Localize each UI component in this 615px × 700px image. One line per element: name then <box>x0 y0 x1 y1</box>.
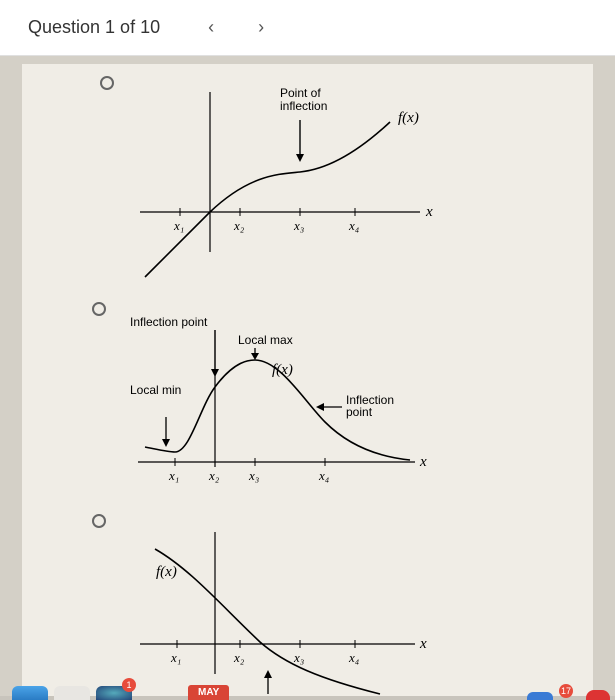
g2-localmax: Local max <box>238 333 293 347</box>
g2-fx: f(x) <box>272 362 293 378</box>
dock-badge-1: 1 <box>122 678 136 692</box>
g2-tick-x4: x₄ <box>318 468 330 483</box>
next-button[interactable]: › <box>250 13 272 42</box>
dock-badge-17: 17 <box>559 684 573 698</box>
g2-infl-top: Inflection point <box>130 315 208 329</box>
option-2-radio[interactable] <box>92 302 106 316</box>
g2-tick-x1: x₁ <box>168 468 179 483</box>
dock-finder-icon[interactable] <box>12 686 48 700</box>
g3-tick-x3: x₃ <box>293 650 304 665</box>
question-title: Question 1 of 10 <box>28 17 160 38</box>
g1-tick-x1: x₁ <box>173 218 184 233</box>
option-1-radio[interactable] <box>100 76 114 90</box>
g2-localmin: Local min <box>130 383 181 397</box>
g1-fx: f(x) <box>398 110 419 126</box>
g2-tick-x3: x₃ <box>248 468 259 483</box>
g2-tick-x2: x₂ <box>208 468 220 483</box>
g3-tick-x1: x₁ <box>170 650 181 665</box>
option-3-radio[interactable] <box>92 514 106 528</box>
g1-poi-l2: inflection <box>280 99 327 113</box>
dock-launchpad-icon[interactable] <box>54 686 90 700</box>
g1-tick-x4: x₄ <box>348 218 360 233</box>
g1-tick-x2: x₂ <box>233 218 245 233</box>
g3-fx: f(x) <box>156 564 177 580</box>
g3-x: x <box>419 636 427 652</box>
g1-poi-l1: Point of <box>280 86 321 100</box>
g1-x: x <box>425 204 433 220</box>
g1-tick-x3: x₃ <box>293 218 304 233</box>
answer-paper: x₁ x₂ x₃ x₄ Point of inflection f(x) x <box>22 64 593 696</box>
dock: 1 <box>12 684 132 700</box>
calendar-may-tag[interactable]: MAY <box>188 685 229 700</box>
prev-button[interactable]: ‹ <box>200 13 222 42</box>
graph-3: x₁ x₂ x₃ x₄ f(x) x <box>120 524 440 699</box>
dock-blue-icon[interactable] <box>527 692 553 700</box>
content-background: x₁ x₂ x₃ x₄ Point of inflection f(x) x <box>0 56 615 696</box>
g2-x: x <box>419 454 427 470</box>
g3-tick-x4: x₄ <box>348 650 360 665</box>
question-header: Question 1 of 10 ‹ › <box>0 0 615 56</box>
dock-safari-icon[interactable]: 1 <box>96 686 132 700</box>
nav-arrows: ‹ › <box>200 13 272 42</box>
dock-red-icon[interactable] <box>586 690 610 700</box>
graph-1: x₁ x₂ x₃ x₄ Point of inflection f(x) x <box>130 82 450 287</box>
g2-infl-r2: point <box>346 405 373 419</box>
graph-2: x₁ x₂ x₃ x₄ Inflection point Local max L… <box>120 312 440 507</box>
g3-tick-x2: x₂ <box>233 650 245 665</box>
